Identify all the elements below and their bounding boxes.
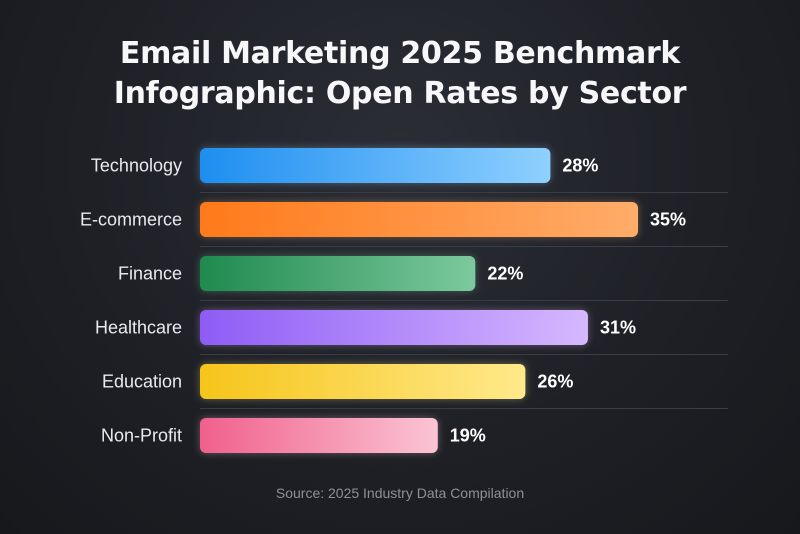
chart-title: Email Marketing 2025 Benchmark Infograph… xyxy=(0,34,800,114)
category-label-technology: Technology xyxy=(91,156,182,176)
category-label-non-profit: Non-Profit xyxy=(101,426,182,446)
bar-healthcare xyxy=(200,310,588,345)
chart-title-line-1: Email Marketing 2025 Benchmark xyxy=(119,36,681,71)
source-note: Source: 2025 Industry Data Compilation xyxy=(275,485,525,501)
bar-e-commerce xyxy=(200,202,638,237)
bar-education xyxy=(200,364,526,399)
value-label-e-commerce: 35% xyxy=(650,210,686,230)
value-label-finance: 22% xyxy=(487,264,523,284)
bar-non-profit xyxy=(200,418,438,453)
value-label-education: 26% xyxy=(537,372,573,392)
value-labels: 28% 35% 22% 31% 26% 19% xyxy=(450,156,686,446)
category-label-healthcare: Healthcare xyxy=(95,318,182,338)
row-dividers xyxy=(200,192,728,409)
category-labels: Technology E-commerce Finance Healthcare Edu… xyxy=(80,156,182,446)
category-label-education: Education xyxy=(102,372,182,392)
bars-group xyxy=(200,148,638,453)
value-label-healthcare: 31% xyxy=(600,318,636,338)
value-label-non-profit: 19% xyxy=(450,426,486,446)
category-label-e-commerce: E-commerce xyxy=(80,210,182,230)
bar-technology xyxy=(200,148,551,183)
value-label-technology: 28% xyxy=(562,156,598,176)
bar-finance xyxy=(200,256,476,291)
category-label-finance: Finance xyxy=(118,264,182,284)
chart-title-line-2: Infographic: Open Rates by Sector xyxy=(113,76,687,111)
